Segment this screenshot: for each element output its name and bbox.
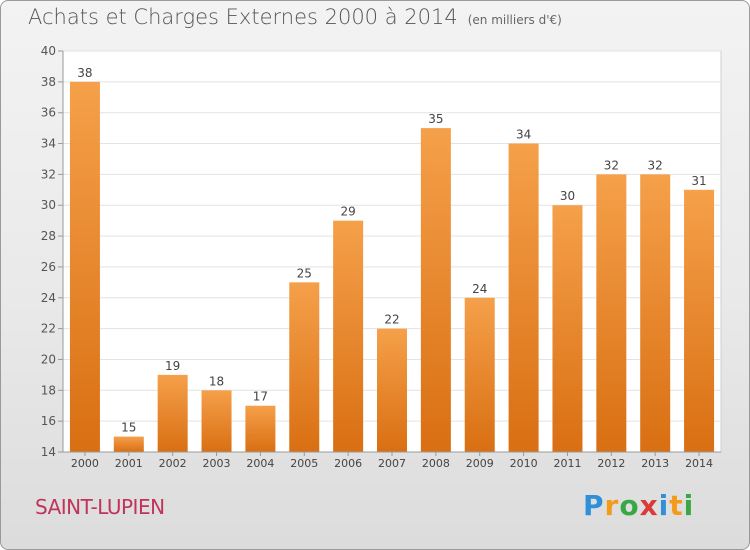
data-label: 34 — [516, 128, 531, 142]
proxiti-logo[interactable]: Proxiti — [583, 489, 694, 522]
data-label: 15 — [121, 421, 136, 435]
logo-letter: r — [604, 489, 620, 522]
logo-letter: t — [669, 489, 684, 522]
y-tick-label: 38 — [41, 75, 56, 89]
x-tick-label: 2002 — [159, 457, 187, 470]
y-axis: 14 16 18 20 22 24 26 28 30 32 34 36 38 40 — [41, 44, 64, 459]
bar — [684, 189, 715, 453]
y-tick-label: 26 — [41, 260, 56, 274]
x-tick-label: 2004 — [246, 457, 274, 470]
x-tick-label: 2014 — [685, 457, 713, 470]
x-tick-label: 2001 — [115, 457, 143, 470]
logo-letter: o — [619, 489, 640, 522]
chart-title: Achats et Charges Externes 2000 à 2014 — [28, 5, 458, 29]
x-tick-label: 2011 — [553, 457, 581, 470]
logo-letter: x — [639, 489, 659, 522]
x-tick-label: 2006 — [334, 457, 362, 470]
bar — [552, 205, 583, 452]
x-tick-label: 2009 — [466, 457, 494, 470]
logo-letter: P — [583, 489, 605, 522]
x-tick-label: 2007 — [378, 457, 406, 470]
x-tick-label: 2005 — [290, 457, 318, 470]
y-tick-label: 34 — [41, 137, 56, 151]
x-tick-label: 2013 — [641, 457, 669, 470]
x-tick-label: 2010 — [510, 457, 538, 470]
data-labels: 38 15 19 18 17 25 29 22 35 24 34 30 32 32 31 — [77, 66, 706, 435]
logo-letter: i — [658, 489, 670, 522]
y-tick-label: 18 — [41, 383, 56, 397]
data-label: 19 — [165, 359, 180, 373]
data-label: 32 — [604, 158, 619, 172]
data-label: 29 — [340, 205, 355, 219]
bar — [464, 297, 495, 452]
y-tick-label: 22 — [41, 322, 56, 336]
y-tick-label: 32 — [41, 167, 56, 181]
chart-subtitle: (en milliers d'€) — [467, 13, 562, 27]
bar — [508, 143, 539, 453]
data-label: 31 — [691, 174, 706, 188]
commune-name: SAINT-LUPIEN — [35, 495, 165, 519]
data-label: 24 — [472, 282, 487, 296]
y-tick-label: 36 — [41, 106, 56, 120]
data-label: 17 — [253, 390, 268, 404]
bar — [245, 405, 276, 452]
logo-letter: i — [683, 489, 695, 522]
y-tick-label: 16 — [41, 414, 56, 428]
y-tick-label: 20 — [41, 352, 56, 366]
bar — [420, 128, 451, 452]
y-tick-label: 30 — [41, 198, 56, 212]
bar — [289, 282, 320, 452]
data-label: 32 — [648, 158, 663, 172]
y-tick-label: 40 — [41, 44, 56, 58]
bar — [157, 374, 188, 452]
y-tick-label: 28 — [41, 229, 56, 243]
bar — [596, 174, 627, 452]
chart-title-block: Achats et Charges Externes 2000 à 2014 (e… — [28, 5, 562, 29]
bar — [377, 328, 407, 452]
bar — [201, 390, 232, 452]
y-tick-label: 14 — [41, 445, 56, 459]
bars — [69, 81, 715, 453]
x-tick-label: 2012 — [597, 457, 625, 470]
bar — [69, 81, 100, 452]
data-label: 38 — [77, 66, 92, 80]
data-label: 25 — [297, 266, 312, 280]
bar — [640, 174, 671, 452]
data-label: 22 — [384, 313, 399, 327]
data-label: 35 — [428, 112, 443, 126]
x-axis: 2000 2001 2002 2003 2004 2005 2006 2007 2008 2009… — [63, 451, 721, 470]
x-tick-label: 2008 — [422, 457, 450, 470]
data-label: 30 — [560, 189, 575, 203]
bar — [113, 436, 144, 452]
x-tick-label: 2000 — [71, 457, 99, 470]
bar — [333, 220, 364, 452]
y-tick-label: 24 — [41, 291, 56, 305]
x-tick-label: 2003 — [203, 457, 231, 470]
data-label: 18 — [209, 374, 224, 388]
